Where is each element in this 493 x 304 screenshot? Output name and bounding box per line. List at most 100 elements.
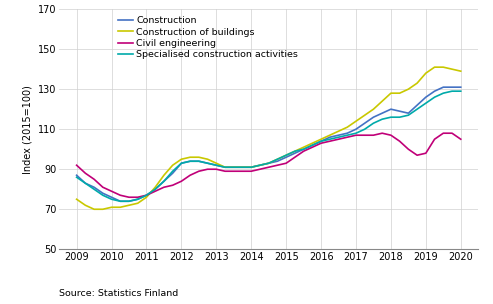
Construction of buildings <box>318 137 324 141</box>
Civil engineering <box>248 169 254 173</box>
Construction <box>370 115 376 119</box>
Construction <box>73 173 79 177</box>
Specialised construction activities <box>370 121 376 125</box>
Construction <box>405 111 411 115</box>
Construction <box>344 131 350 135</box>
Construction <box>117 199 123 203</box>
Construction of buildings <box>449 67 455 71</box>
Y-axis label: Index (2015=100): Index (2015=100) <box>22 85 33 174</box>
Construction of buildings <box>458 69 464 73</box>
Specialised construction activities <box>266 161 272 165</box>
Construction of buildings <box>292 149 298 153</box>
Construction <box>327 135 333 139</box>
Specialised construction activities <box>310 143 316 147</box>
Civil engineering <box>405 147 411 151</box>
Specialised construction activities <box>170 169 176 173</box>
Civil engineering <box>100 185 106 189</box>
Civil engineering <box>178 179 184 183</box>
Civil engineering <box>126 195 132 199</box>
Civil engineering <box>257 168 263 171</box>
Specialised construction activities <box>405 113 411 117</box>
Construction <box>161 179 167 183</box>
Construction <box>257 164 263 167</box>
Civil engineering <box>213 168 219 171</box>
Civil engineering <box>318 141 324 145</box>
Construction <box>318 139 324 143</box>
Specialised construction activities <box>240 165 246 169</box>
Construction <box>248 165 254 169</box>
Construction <box>440 85 446 89</box>
Specialised construction activities <box>344 133 350 137</box>
Construction of buildings <box>91 207 97 211</box>
Construction <box>100 192 106 195</box>
Construction of buildings <box>108 206 114 209</box>
Construction of buildings <box>266 161 272 165</box>
Specialised construction activities <box>301 147 307 151</box>
Construction of buildings <box>196 155 202 159</box>
Construction of buildings <box>126 203 132 207</box>
Specialised construction activities <box>248 165 254 169</box>
Construction <box>397 109 403 113</box>
Specialised construction activities <box>196 159 202 163</box>
Construction of buildings <box>170 164 176 167</box>
Specialised construction activities <box>257 164 263 167</box>
Specialised construction activities <box>353 131 359 135</box>
Construction <box>82 181 88 185</box>
Specialised construction activities <box>73 175 79 179</box>
Civil engineering <box>362 133 368 137</box>
Construction of buildings <box>117 206 123 209</box>
Specialised construction activities <box>135 197 141 201</box>
Construction of buildings <box>73 197 79 201</box>
Civil engineering <box>135 195 141 199</box>
Civil engineering <box>240 169 246 173</box>
Construction <box>310 143 316 147</box>
Construction <box>292 151 298 155</box>
Construction of buildings <box>222 165 228 169</box>
Construction <box>152 187 158 191</box>
Civil engineering <box>222 169 228 173</box>
Specialised construction activities <box>82 181 88 185</box>
Construction of buildings <box>100 207 106 211</box>
Specialised construction activities <box>431 95 437 99</box>
Construction <box>178 161 184 165</box>
Construction <box>379 111 385 115</box>
Civil engineering <box>170 183 176 187</box>
Civil engineering <box>196 169 202 173</box>
Civil engineering <box>275 164 281 167</box>
Construction of buildings <box>301 145 307 149</box>
Construction <box>423 95 429 99</box>
Specialised construction activities <box>222 165 228 169</box>
Civil engineering <box>152 189 158 193</box>
Construction of buildings <box>231 165 237 169</box>
Construction of buildings <box>370 107 376 111</box>
Line: Construction: Construction <box>76 87 461 201</box>
Specialised construction activities <box>187 159 193 163</box>
Civil engineering <box>283 161 289 165</box>
Civil engineering <box>440 131 446 135</box>
Construction of buildings <box>152 185 158 189</box>
Specialised construction activities <box>449 89 455 93</box>
Specialised construction activities <box>318 139 324 143</box>
Civil engineering <box>414 154 420 157</box>
Construction <box>205 161 211 165</box>
Specialised construction activities <box>108 197 114 201</box>
Construction <box>170 171 176 175</box>
Specialised construction activities <box>440 91 446 95</box>
Specialised construction activities <box>126 199 132 203</box>
Civil engineering <box>379 131 385 135</box>
Construction <box>91 185 97 189</box>
Specialised construction activities <box>152 187 158 191</box>
Construction <box>266 161 272 165</box>
Line: Construction of buildings: Construction of buildings <box>76 67 461 209</box>
Civil engineering <box>388 133 394 137</box>
Specialised construction activities <box>213 164 219 167</box>
Civil engineering <box>73 164 79 167</box>
Construction of buildings <box>283 154 289 157</box>
Civil engineering <box>449 131 455 135</box>
Civil engineering <box>397 139 403 143</box>
Specialised construction activities <box>231 165 237 169</box>
Construction of buildings <box>310 141 316 145</box>
Civil engineering <box>336 137 342 141</box>
Specialised construction activities <box>143 193 149 197</box>
Construction of buildings <box>388 91 394 95</box>
